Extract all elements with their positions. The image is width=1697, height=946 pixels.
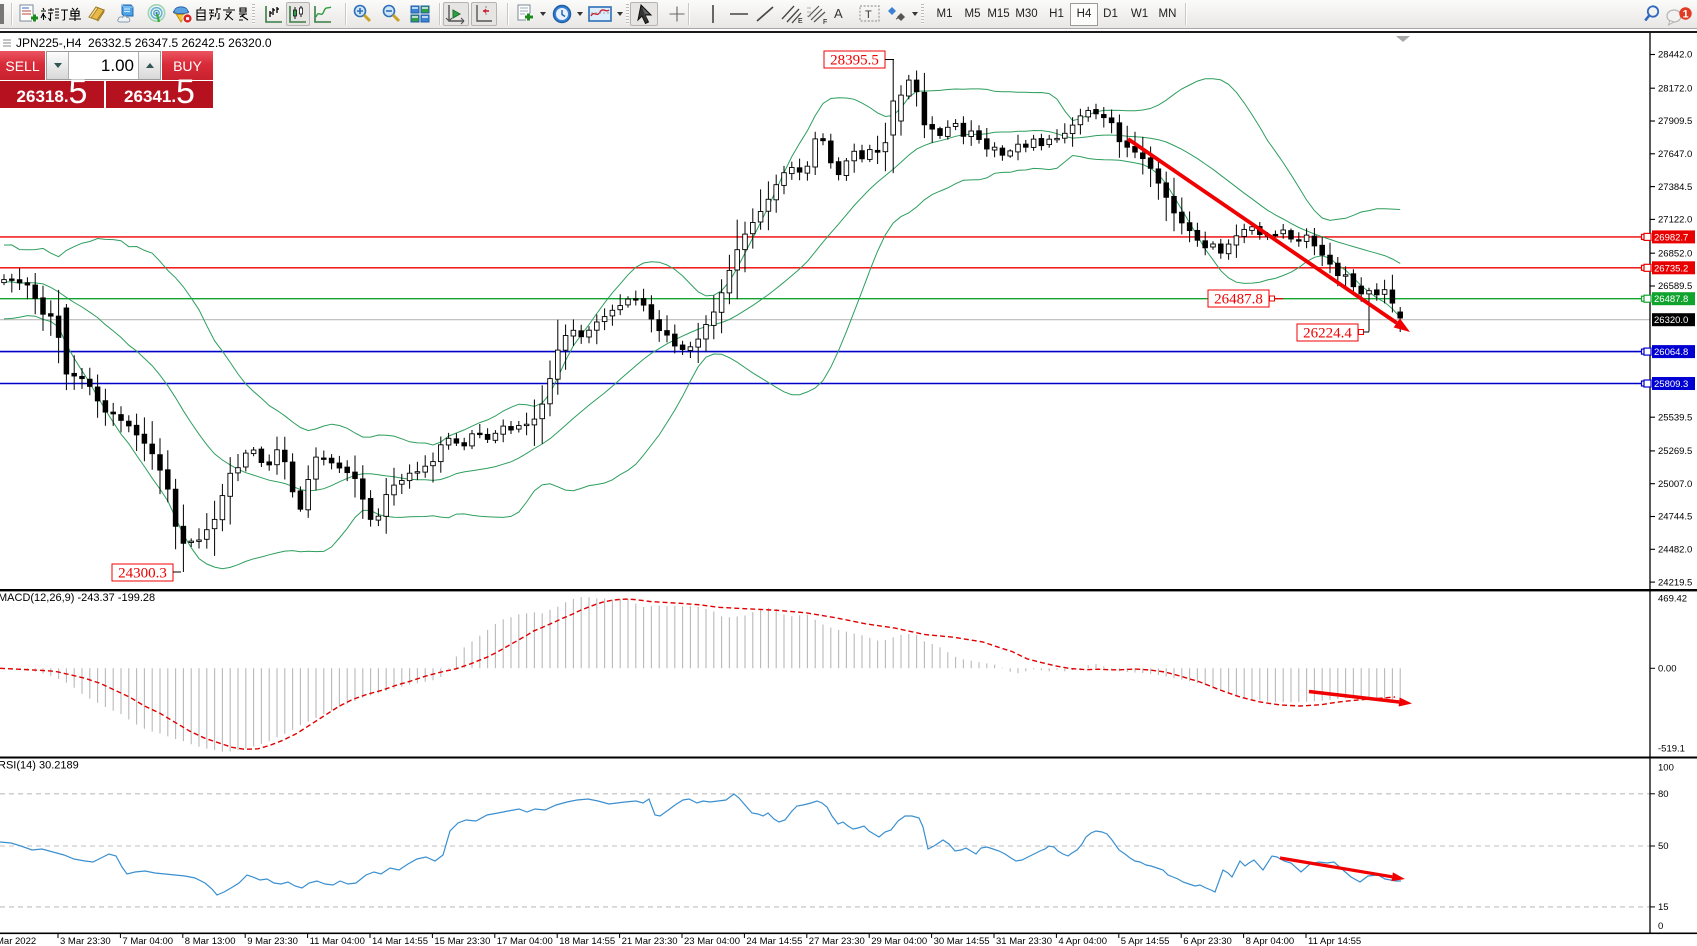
svg-text:25269.5: 25269.5	[1658, 446, 1692, 457]
svg-text:27647.0: 27647.0	[1658, 149, 1692, 160]
svg-text:100: 100	[1658, 763, 1674, 774]
svg-text:T: T	[865, 9, 872, 21]
svg-text:JPN225-,H4 26332.5 26347.5 26: JPN225-,H4 26332.5 26347.5 26242.5 26320…	[16, 36, 272, 50]
svg-text:26589.5: 26589.5	[1658, 281, 1692, 292]
svg-text:24300.3: 24300.3	[118, 566, 167, 582]
svg-text:26224.4: 26224.4	[1303, 326, 1352, 342]
svg-text:Mar 2022: Mar 2022	[0, 936, 36, 946]
svg-text:9 Mar 23:30: 9 Mar 23:30	[247, 936, 298, 946]
svg-text:28442.0: 28442.0	[1658, 50, 1692, 61]
svg-text:5 Apr 14:55: 5 Apr 14:55	[1121, 936, 1170, 946]
svg-text:28172.0: 28172.0	[1658, 83, 1692, 94]
svg-text:24482.0: 24482.0	[1658, 545, 1692, 556]
svg-text:E: E	[798, 18, 803, 25]
svg-text:28395.5: 28395.5	[830, 53, 879, 69]
svg-text:469.42: 469.42	[1658, 594, 1687, 605]
svg-text:26487.8: 26487.8	[1654, 294, 1688, 305]
svg-text:25007.0: 25007.0	[1658, 479, 1692, 490]
svg-text:24744.5: 24744.5	[1658, 512, 1692, 523]
svg-text:27 Mar 23:30: 27 Mar 23:30	[809, 936, 865, 946]
svg-text:21 Mar 23:30: 21 Mar 23:30	[622, 936, 678, 946]
svg-text:MACD(12,26,9) -243.37 -199.28: MACD(12,26,9) -243.37 -199.28	[0, 592, 155, 604]
svg-text:1: 1	[1682, 9, 1688, 21]
svg-text:15 Mar 23:30: 15 Mar 23:30	[434, 936, 490, 946]
svg-text:26064.8: 26064.8	[1654, 347, 1688, 358]
svg-text:18 Mar 14:55: 18 Mar 14:55	[559, 936, 615, 946]
svg-text:11 Mar 04:00: 11 Mar 04:00	[310, 936, 365, 946]
svg-text:25539.5: 25539.5	[1658, 412, 1692, 423]
svg-text:0: 0	[1658, 921, 1663, 932]
svg-text:-519.1: -519.1	[1658, 744, 1685, 755]
svg-text:26735.2: 26735.2	[1654, 263, 1688, 274]
svg-text:80: 80	[1658, 789, 1669, 800]
svg-text:24 Mar 14:55: 24 Mar 14:55	[746, 936, 802, 946]
svg-text:26487.8: 26487.8	[1214, 292, 1263, 308]
svg-text:RSI(14) 30.2189: RSI(14) 30.2189	[0, 760, 79, 772]
svg-text:25809.3: 25809.3	[1654, 379, 1688, 390]
svg-text:29 Mar 04:00: 29 Mar 04:00	[871, 936, 927, 946]
svg-text:27909.5: 27909.5	[1658, 116, 1692, 127]
svg-text:8 Mar 13:00: 8 Mar 13:00	[185, 936, 236, 946]
svg-text:8 Apr 04:00: 8 Apr 04:00	[1246, 936, 1295, 946]
svg-text:31 Mar 23:30: 31 Mar 23:30	[996, 936, 1052, 946]
svg-text:3 Mar 23:30: 3 Mar 23:30	[60, 936, 111, 946]
svg-text:26852.0: 26852.0	[1658, 248, 1692, 259]
svg-text:11 Apr 14:55: 11 Apr 14:55	[1308, 936, 1361, 946]
svg-text:F: F	[823, 19, 827, 25]
svg-text:15: 15	[1658, 902, 1669, 913]
svg-text:30 Mar 14:55: 30 Mar 14:55	[934, 936, 990, 946]
svg-text:14 Mar 14:55: 14 Mar 14:55	[372, 936, 428, 946]
svg-text:23 Mar 04:00: 23 Mar 04:00	[684, 936, 740, 946]
svg-text:17 Mar 04:00: 17 Mar 04:00	[497, 936, 553, 946]
svg-text:26320.0: 26320.0	[1654, 315, 1688, 326]
svg-text:26982.7: 26982.7	[1654, 232, 1688, 243]
svg-text:50: 50	[1658, 841, 1669, 852]
svg-text:6 Apr 23:30: 6 Apr 23:30	[1183, 936, 1232, 946]
svg-text:7 Mar 04:00: 7 Mar 04:00	[122, 936, 173, 946]
svg-text:0.00: 0.00	[1658, 664, 1677, 675]
svg-text:24219.5: 24219.5	[1658, 577, 1692, 588]
svg-text:27122.0: 27122.0	[1658, 215, 1692, 226]
svg-text:27384.5: 27384.5	[1658, 182, 1692, 193]
svg-text:4 Apr 04:00: 4 Apr 04:00	[1058, 936, 1107, 946]
